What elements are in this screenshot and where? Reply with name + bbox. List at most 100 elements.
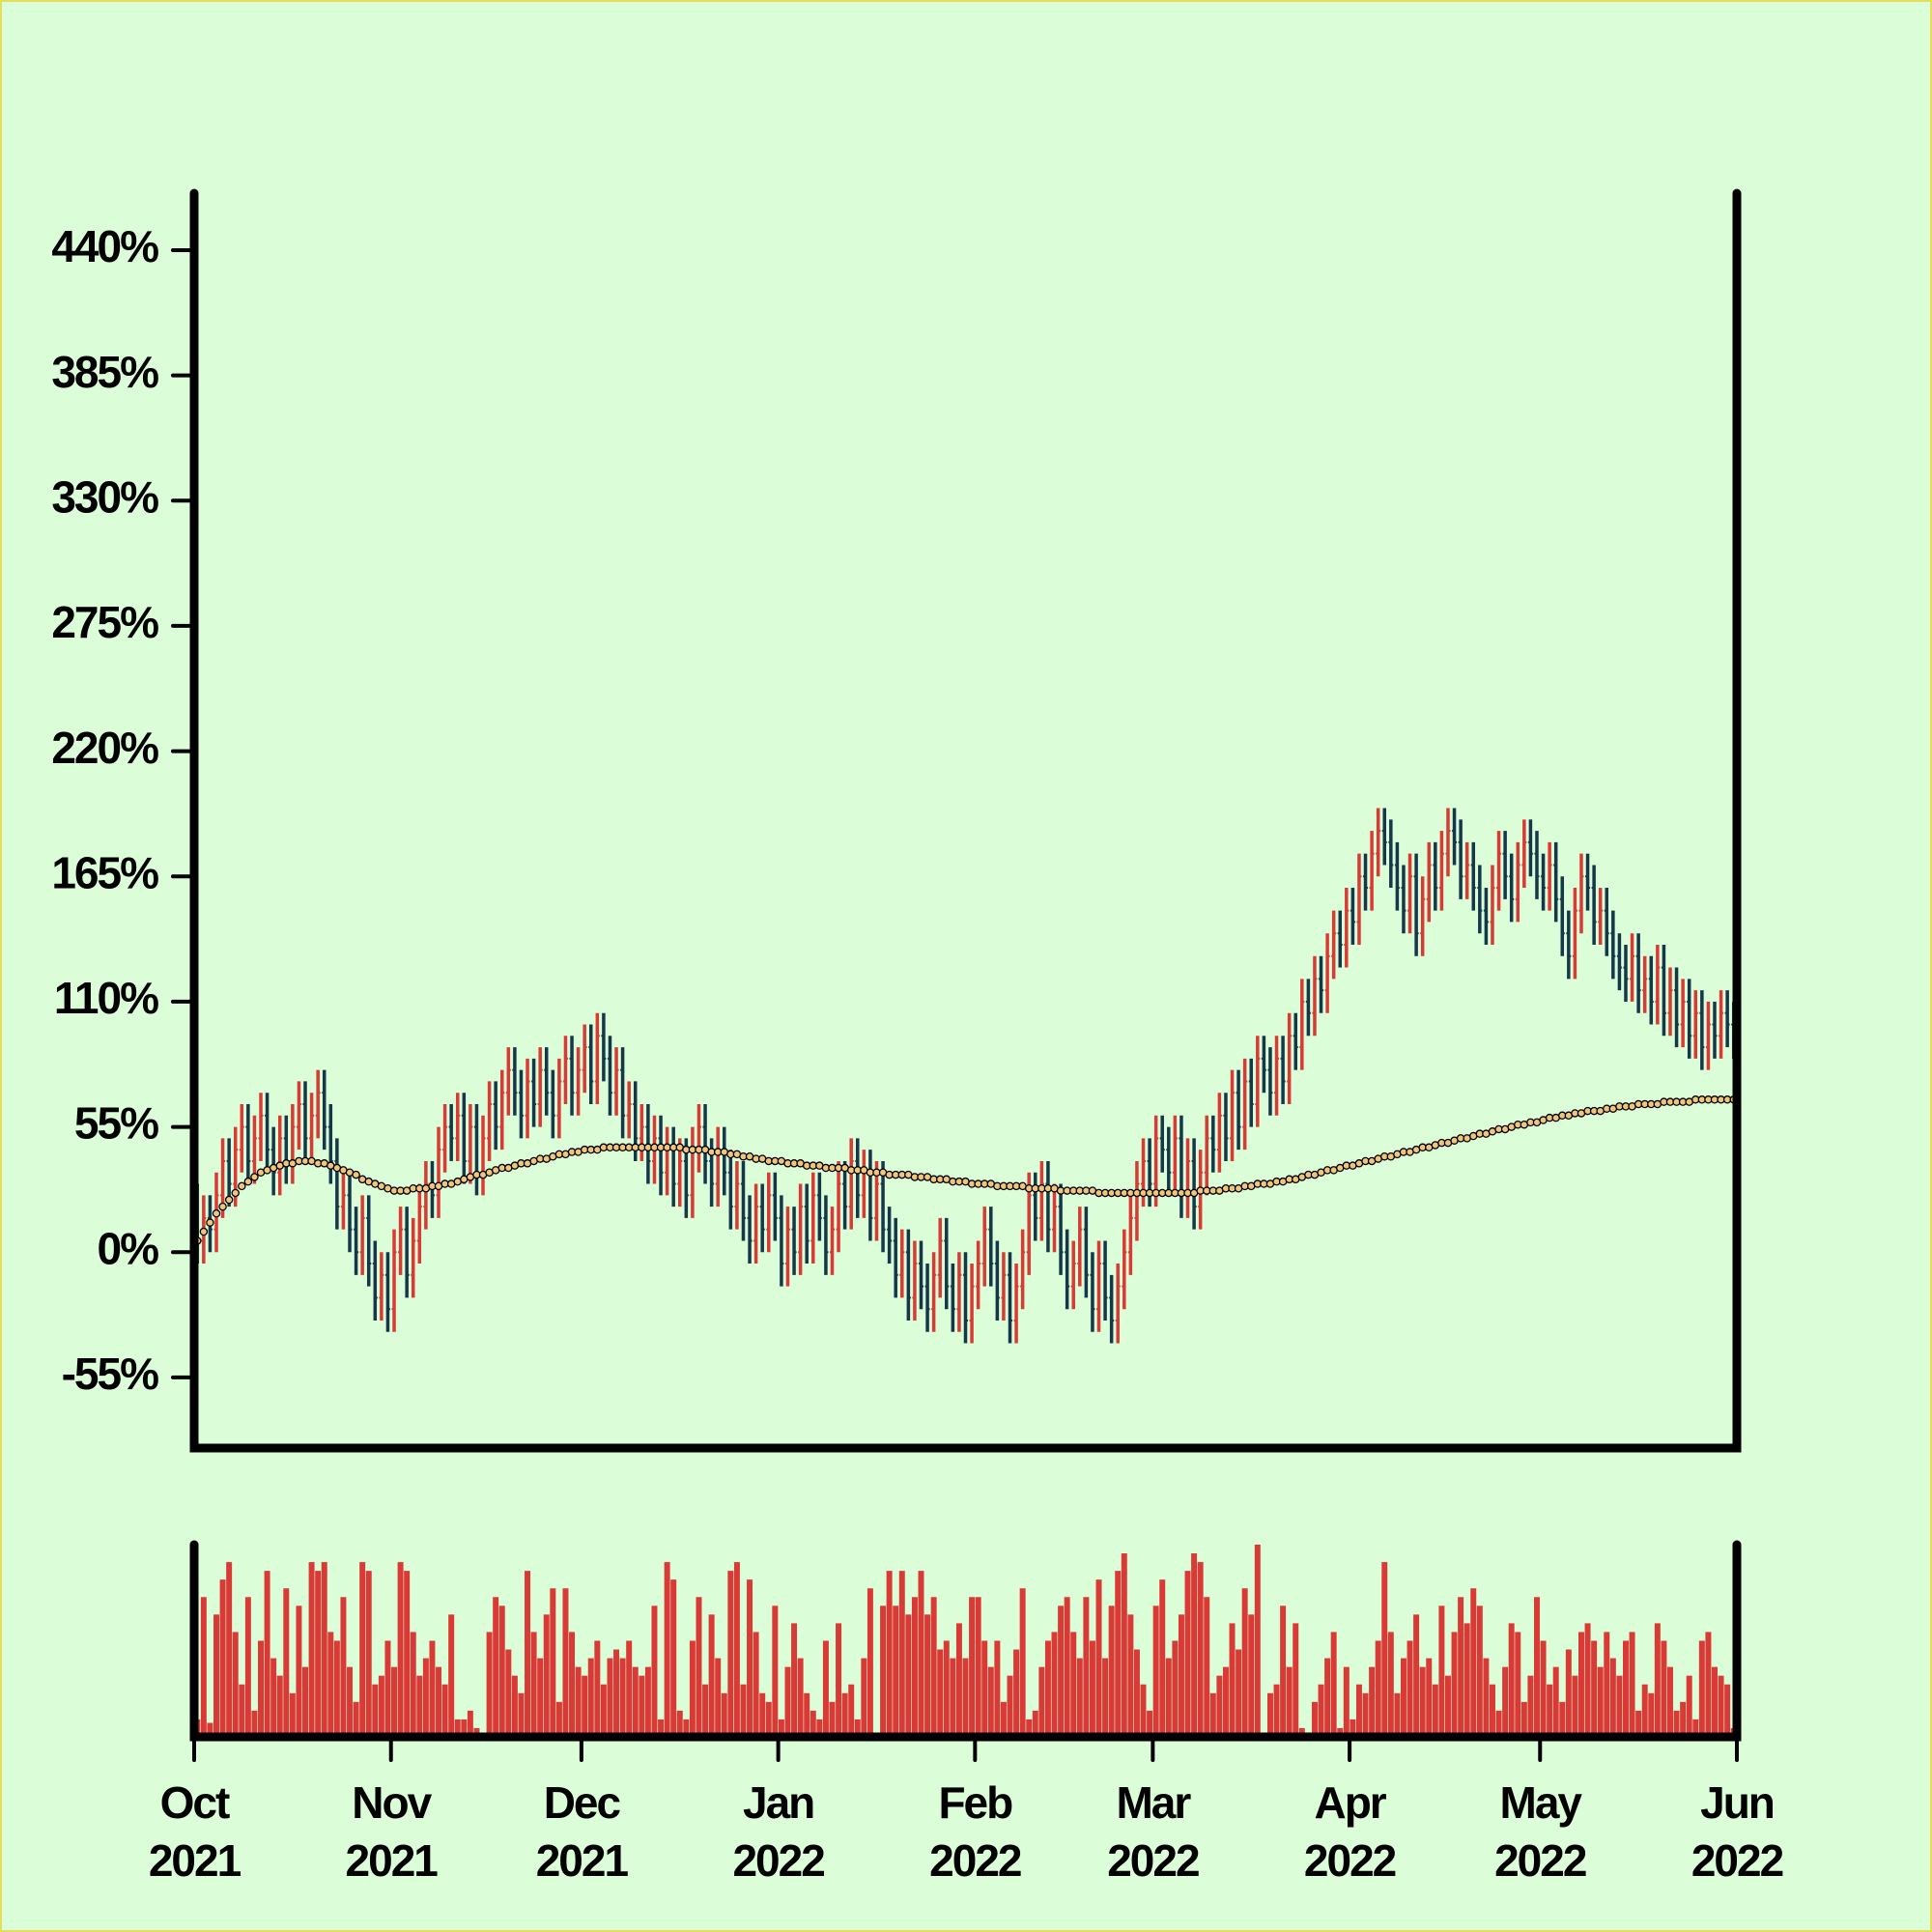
volume-bar: [1540, 1640, 1547, 1737]
volume-bar: [1584, 1623, 1591, 1737]
volume-bar: [1222, 1666, 1229, 1737]
volume-bar: [1432, 1684, 1438, 1737]
volume-bar: [200, 1597, 207, 1737]
y-tick-label: 220%: [51, 723, 158, 773]
volume-bar: [632, 1666, 639, 1737]
volume-bar: [708, 1614, 715, 1737]
volume-bar: [1286, 1666, 1293, 1737]
volume-bar: [251, 1710, 258, 1737]
volume-bar: [1324, 1658, 1331, 1737]
volume-bar: [1577, 1632, 1584, 1737]
volume-bar: [702, 1684, 709, 1737]
volume-bar: [1147, 1710, 1153, 1737]
volume-bar: [575, 1666, 582, 1737]
volume-bar: [1044, 1640, 1051, 1737]
volume-bar: [1419, 1666, 1426, 1737]
volume-bar: [1520, 1701, 1527, 1737]
volume-bar: [893, 1605, 899, 1737]
volume-bar: [1108, 1605, 1115, 1737]
ma-dot: [352, 1170, 360, 1179]
volume-bar: [1350, 1719, 1356, 1737]
volume-bar: [676, 1710, 683, 1737]
volume-bar: [486, 1632, 493, 1737]
volume-bar: [987, 1666, 994, 1737]
volume-bar: [1387, 1632, 1394, 1737]
volume-bar: [930, 1597, 937, 1737]
volume-bar: [1102, 1658, 1109, 1737]
volume-bar: [765, 1701, 772, 1737]
x-tick-label: Feb 2022: [929, 1777, 1022, 1886]
volume-bar: [276, 1675, 283, 1737]
volume-bar: [1318, 1684, 1324, 1737]
volume-bar: [1172, 1640, 1179, 1737]
volume-bar: [493, 1597, 499, 1737]
volume-bar: [1343, 1666, 1350, 1737]
volume-bar: [962, 1658, 969, 1737]
volume-bar: [721, 1692, 727, 1737]
y-tick-label: 55%: [74, 1098, 158, 1149]
volume-bar: [1515, 1632, 1521, 1737]
volume-bar: [1559, 1701, 1566, 1737]
volume-bar: [607, 1658, 613, 1737]
volume-bar: [1204, 1597, 1210, 1737]
volume-bar: [1476, 1605, 1483, 1737]
volume-bar: [258, 1640, 264, 1737]
volume-bar: [1604, 1632, 1610, 1737]
volume-bar: [1470, 1588, 1477, 1737]
volume-bar: [436, 1666, 442, 1737]
x-tick-label: May 2022: [1494, 1777, 1587, 1886]
volume-bar: [759, 1692, 766, 1737]
volume-bar: [537, 1658, 544, 1737]
volume-bar: [1007, 1675, 1013, 1737]
volume-bar: [1698, 1640, 1705, 1737]
volume-bar: [1140, 1684, 1147, 1737]
volume-bar: [886, 1571, 893, 1737]
volume-bar: [391, 1666, 398, 1737]
volume-bar: [327, 1632, 334, 1737]
volume-bar: [943, 1640, 950, 1737]
volume-bar: [454, 1719, 461, 1737]
volume-bar: [670, 1579, 677, 1737]
volume-bar: [1064, 1597, 1070, 1737]
volume-bar: [1083, 1597, 1090, 1737]
volume-bar: [950, 1658, 956, 1737]
volume-bar: [1159, 1579, 1166, 1737]
volume-bar: [1369, 1666, 1376, 1737]
volume-bar: [810, 1710, 816, 1737]
volume-bar: [1712, 1666, 1718, 1737]
volume-bar: [213, 1614, 219, 1737]
volume-bar: [784, 1666, 791, 1737]
volume-bar: [1133, 1649, 1140, 1737]
volume-bar: [467, 1710, 473, 1737]
volume-bar: [1572, 1675, 1578, 1737]
volume-bar: [1273, 1684, 1280, 1737]
volume-bar: [1629, 1632, 1635, 1737]
y-tick-label: 330%: [51, 471, 158, 522]
volume-bar: [1463, 1623, 1470, 1737]
volume-bar: [1692, 1719, 1699, 1737]
volume-bar: [1686, 1675, 1692, 1737]
volume-bar: [550, 1588, 556, 1737]
volume-bar: [1597, 1666, 1604, 1737]
volume-bar: [1451, 1632, 1458, 1737]
volume-bar: [1495, 1710, 1502, 1737]
volume-bar: [333, 1640, 340, 1737]
y-tick-label: -55%: [62, 1349, 158, 1399]
volume-bar: [321, 1562, 327, 1737]
volume-bar: [822, 1640, 829, 1737]
volume-bar: [880, 1605, 887, 1737]
volume-bar: [975, 1597, 981, 1737]
volume-bar: [1394, 1692, 1401, 1737]
volume-bar: [264, 1571, 270, 1737]
volume-bar: [1058, 1605, 1065, 1737]
volume-bar: [530, 1632, 537, 1737]
price-frame: [189, 188, 1742, 1453]
volume-bar: [905, 1614, 912, 1737]
volume-bar: [244, 1597, 251, 1737]
volume-bar: [359, 1562, 366, 1737]
volume-bar: [1547, 1684, 1553, 1737]
volume-bar: [1152, 1605, 1159, 1737]
volume-bar: [473, 1727, 480, 1737]
volume-bar: [797, 1658, 804, 1737]
